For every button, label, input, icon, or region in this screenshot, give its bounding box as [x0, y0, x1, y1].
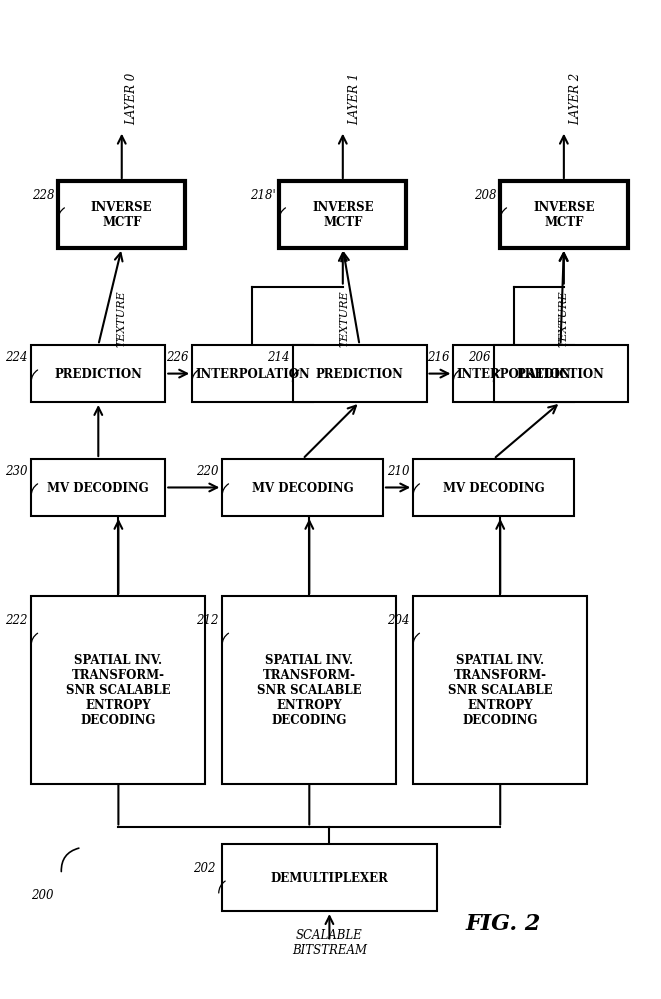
- Bar: [222, 460, 383, 516]
- Text: DEMULTIPLEXER: DEMULTIPLEXER: [270, 871, 388, 884]
- Text: 206: 206: [467, 351, 490, 364]
- Text: 230: 230: [5, 465, 28, 478]
- Text: MV DECODING: MV DECODING: [48, 482, 149, 495]
- Bar: [31, 346, 165, 403]
- Text: 226: 226: [166, 351, 188, 364]
- Text: INVERSE
MCTF: INVERSE MCTF: [532, 201, 594, 229]
- Text: PREDICTION: PREDICTION: [54, 368, 142, 381]
- Text: 208: 208: [474, 189, 496, 202]
- Bar: [500, 182, 627, 249]
- Text: 212: 212: [196, 613, 219, 626]
- Text: TEXTURE: TEXTURE: [558, 291, 568, 347]
- Text: TEXTURE: TEXTURE: [338, 291, 349, 347]
- Text: 218': 218': [250, 189, 276, 202]
- Text: 220: 220: [196, 465, 219, 478]
- Text: INTERPOLATION: INTERPOLATION: [455, 368, 570, 381]
- Text: 210: 210: [387, 465, 409, 478]
- Text: 228: 228: [32, 189, 55, 202]
- Text: LAYER 2: LAYER 2: [568, 72, 582, 125]
- Text: 222: 222: [5, 613, 28, 626]
- Text: INVERSE
MCTF: INVERSE MCTF: [311, 201, 373, 229]
- Text: 204: 204: [387, 613, 409, 626]
- Text: SCALABLE
BITSTREAM: SCALABLE BITSTREAM: [292, 928, 366, 956]
- Text: 214: 214: [266, 351, 289, 364]
- Bar: [31, 596, 205, 784]
- Bar: [453, 346, 573, 403]
- Text: SPATIAL INV.
TRANSFORM-
SNR SCALABLE
ENTROPY
DECODING: SPATIAL INV. TRANSFORM- SNR SCALABLE ENT…: [447, 653, 552, 727]
- Bar: [58, 182, 185, 249]
- Text: SPATIAL INV.
TRANSFORM-
SNR SCALABLE
ENTROPY
DECODING: SPATIAL INV. TRANSFORM- SNR SCALABLE ENT…: [66, 653, 171, 727]
- Text: INVERSE
MCTF: INVERSE MCTF: [91, 201, 153, 229]
- Text: LAYER 1: LAYER 1: [348, 72, 361, 125]
- Bar: [493, 346, 627, 403]
- Bar: [412, 596, 586, 784]
- Bar: [279, 182, 406, 249]
- Text: PREDICTION: PREDICTION: [516, 368, 603, 381]
- Text: TEXTURE: TEXTURE: [116, 291, 127, 347]
- Text: SPATIAL INV.
TRANSFORM-
SNR SCALABLE
ENTROPY
DECODING: SPATIAL INV. TRANSFORM- SNR SCALABLE ENT…: [256, 653, 361, 727]
- Bar: [292, 346, 426, 403]
- Text: LAYER 0: LAYER 0: [125, 72, 138, 125]
- Bar: [222, 596, 396, 784]
- Text: 202: 202: [193, 861, 215, 874]
- Text: 216: 216: [427, 351, 449, 364]
- Bar: [31, 460, 165, 516]
- Text: FIG. 2: FIG. 2: [465, 913, 541, 935]
- Text: 200: 200: [31, 888, 54, 901]
- Text: 224: 224: [5, 351, 28, 364]
- Text: MV DECODING: MV DECODING: [251, 482, 353, 495]
- Text: PREDICTION: PREDICTION: [315, 368, 403, 381]
- Bar: [412, 460, 573, 516]
- Bar: [192, 346, 312, 403]
- Text: INTERPOLATION: INTERPOLATION: [195, 368, 309, 381]
- Text: MV DECODING: MV DECODING: [442, 482, 543, 495]
- Bar: [222, 844, 436, 911]
